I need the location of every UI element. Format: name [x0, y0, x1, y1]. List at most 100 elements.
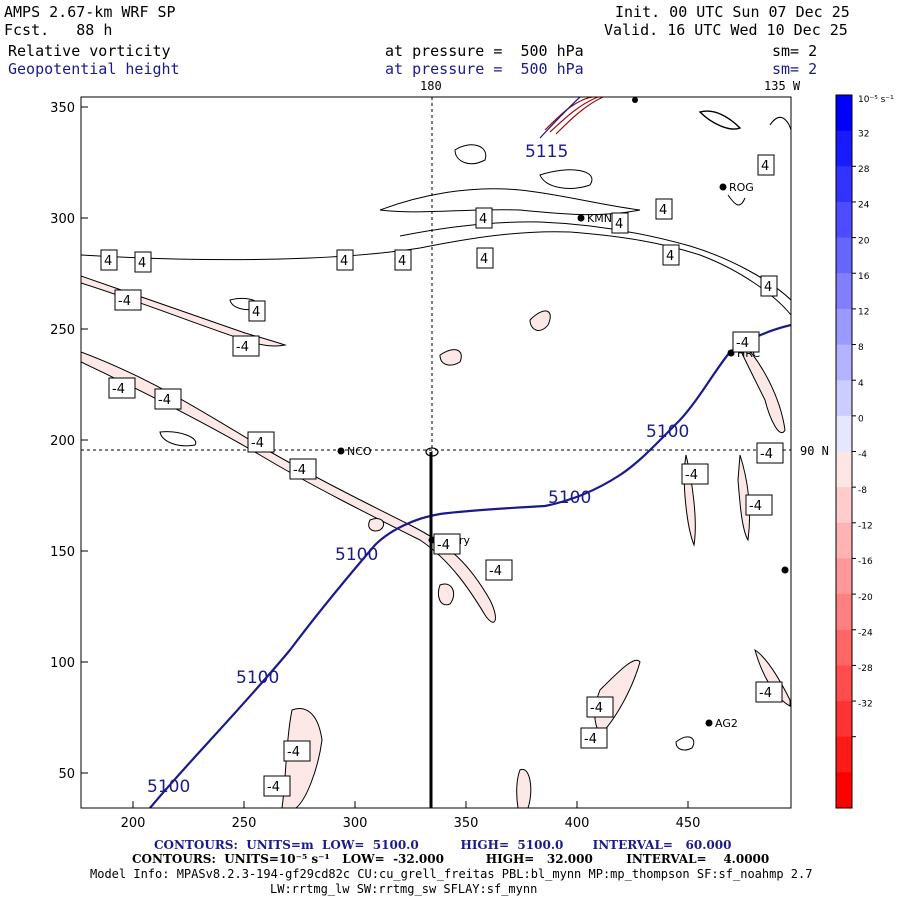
colorbar-swatch	[836, 594, 852, 631]
height-label: 5100	[335, 545, 378, 565]
valid-time: Valid. 16 UTC Wed 10 Dec 25	[604, 21, 848, 39]
vort-label-neg: -4	[114, 289, 142, 311]
x-tick-label: 450	[676, 816, 701, 831]
vort-label-neg: -4	[745, 494, 773, 516]
field1-name: Relative vorticity	[8, 42, 171, 60]
vort-label-pos: 4	[655, 198, 673, 220]
station-dot	[632, 97, 638, 103]
vort-label-pos: 4	[476, 247, 494, 269]
x-tick-label: 400	[565, 816, 590, 831]
colorbar-label: 28	[858, 165, 870, 175]
colorbar-label: -28	[858, 664, 873, 674]
vort-label-neg: -4	[433, 533, 461, 555]
colorbar-label: 4	[858, 379, 864, 389]
colorbar-label: -12	[858, 521, 873, 531]
svg-text:4: 4	[252, 305, 260, 320]
colorbar-label: 12	[858, 308, 869, 318]
colorbar-label: 0	[858, 415, 864, 425]
pos-vort-northeast	[698, 110, 742, 130]
height-label: 5100	[236, 668, 279, 688]
colorbar-swatch	[836, 130, 852, 167]
svg-text:4: 4	[615, 217, 623, 232]
svg-text:-4: -4	[760, 447, 773, 462]
colorbar-label: 20	[858, 236, 870, 246]
neg-vort-east2	[737, 454, 751, 542]
svg-text:-4: -4	[293, 463, 306, 478]
vort-label-pos: 4	[394, 249, 412, 271]
station-dot	[705, 719, 713, 727]
colorbar-swatch	[836, 665, 852, 702]
colorbar-swatch	[836, 166, 852, 203]
model-title: AMPS 2.67-km WRF SP	[4, 3, 176, 21]
svg-text:-4: -4	[251, 436, 264, 451]
pos-vort-band	[81, 221, 791, 316]
colorbar-swatch	[836, 451, 852, 488]
svg-text:4: 4	[340, 254, 348, 269]
colorbar-swatch	[836, 308, 852, 346]
station-nco: NCO	[347, 445, 372, 458]
y-tick-label: 50	[58, 767, 75, 782]
svg-text:-4: -4	[759, 686, 772, 701]
vort-label-pos: 4	[757, 154, 775, 176]
y-tick-label: 200	[50, 434, 75, 449]
svg-text:-4: -4	[267, 780, 280, 795]
footer-height-contours: CONTOURS: UNITS=m LOW= 5100.0 HIGH= 5100…	[154, 838, 732, 852]
lon-label-180: 180	[420, 79, 442, 93]
neg-vort-small5	[516, 768, 532, 808]
forecast-hour: Fcst. 88 h	[4, 21, 113, 39]
height-label: 5100	[646, 422, 689, 442]
colorbar-labels: 32 28 24 20 16 12 8 4 0 -4 -8 -12 -16 -20 -24 -28 -32	[858, 129, 873, 709]
colorbar-swatch	[836, 522, 852, 559]
station-dot	[781, 566, 789, 574]
station-rog: ROG	[729, 181, 754, 194]
vort-label-neg: -4	[681, 463, 709, 485]
vort-label-pos: 4	[611, 212, 629, 234]
neg-vort-east	[737, 339, 786, 433]
pos-vort-blob2	[454, 144, 487, 165]
colorbar-swatch	[836, 558, 852, 595]
svg-text:-4: -4	[158, 393, 171, 408]
colorbar-label: -4	[858, 450, 867, 460]
svg-text:4: 4	[398, 254, 406, 269]
vort-label-pos: 4	[760, 275, 778, 297]
field2-smoothing: sm= 2	[772, 60, 818, 78]
svg-text:4: 4	[480, 252, 488, 267]
x-axis-ticks	[132, 801, 689, 808]
colorbar-label: -32	[858, 700, 873, 710]
neg-vort-band-main	[81, 351, 496, 623]
vort-label-neg: -4	[289, 458, 317, 480]
vort-label-pos: 4	[336, 249, 354, 271]
height-label: 5115	[525, 142, 568, 162]
colorbar-swatch	[836, 629, 852, 666]
vort-label-neg: -4	[283, 740, 311, 762]
colorbar-swatch	[836, 95, 852, 132]
height-label: 5100	[147, 777, 190, 797]
y-axis-labels: 50 100 150 200 250 300 350	[50, 101, 75, 782]
svg-text:-4: -4	[437, 538, 450, 553]
neg-vort-small3	[368, 518, 385, 532]
y-tick-label: 150	[50, 545, 75, 560]
footer-vort-contours: CONTOURS: UNITS=10⁻⁵ s⁻¹ LOW= -32.000 HI…	[132, 852, 770, 866]
lat-label-90n: 90 N	[800, 444, 829, 458]
colorbar-swatch	[836, 415, 852, 452]
svg-text:-4: -4	[112, 382, 125, 397]
neg-vort-small2	[529, 310, 551, 331]
colorbar-label: 8	[858, 343, 864, 353]
vort-label-neg: -4	[756, 442, 784, 464]
south-pole-marker	[425, 447, 439, 457]
vort-label-pos: 4	[248, 300, 266, 322]
colorbar-swatch	[836, 380, 852, 417]
vort-label-neg: -4	[263, 775, 291, 797]
svg-text:-4: -4	[749, 499, 762, 514]
field1-smoothing: sm= 2	[772, 42, 818, 60]
vort-label-pos: 4	[134, 251, 152, 273]
svg-text:4: 4	[659, 203, 667, 218]
x-tick-label: 350	[454, 816, 479, 831]
plot-frame	[80, 96, 792, 809]
footer-model-info: Model Info: MPASv8.2.3-194-gf29cd82c CU:…	[90, 867, 813, 881]
vort-label-neg: -4	[580, 727, 608, 749]
vort-label-pos: 4	[100, 249, 118, 271]
neg-vort-small4	[437, 583, 455, 606]
vort-label-neg: -4	[732, 331, 760, 353]
